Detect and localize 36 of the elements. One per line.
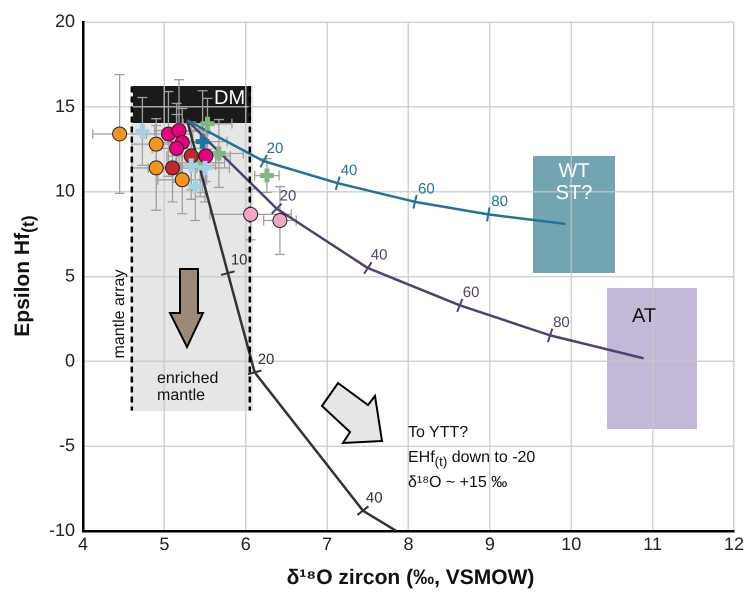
annotation: 40 (366, 489, 383, 506)
x-tick-label: 12 (724, 534, 744, 554)
annotation: DM (214, 87, 246, 110)
annotation: 80 (491, 193, 508, 210)
annotation: AT (632, 305, 656, 328)
x-tick-label: 7 (322, 534, 332, 554)
y-tick-label: 10 (54, 180, 75, 201)
annotation: 40 (370, 246, 388, 264)
x-tick-label: 10 (561, 534, 582, 554)
y-tick-label: -10 (48, 520, 75, 540)
annotation: 20 (280, 187, 296, 204)
annotation: enriched mantle (157, 370, 220, 404)
annotation: To YTT? (408, 424, 468, 442)
x-tick-label: 11 (643, 534, 662, 554)
y-tick-label: 20 (54, 10, 75, 31)
annotation: 10 (230, 252, 248, 269)
y-tick-label: 5 (64, 265, 75, 286)
annotation: 60 (418, 180, 435, 198)
x-axis-title: δ¹⁸O zircon (‰, VSMOW) (286, 566, 536, 590)
annotation: 60 (462, 284, 480, 301)
annotation: 80 (553, 314, 570, 332)
y-tick-label: 0 (64, 350, 75, 370)
annotation: 40 (340, 162, 358, 179)
y-tick-label: 15 (54, 96, 75, 116)
x-tick-label: 5 (159, 534, 170, 554)
y-tick-label: -5 (58, 435, 75, 456)
annotation: WT ST? (554, 160, 594, 204)
x-tick-label: 4 (78, 534, 88, 554)
annotation: δ¹⁸O ~ +15 ‰ (408, 474, 508, 492)
x-tick-label: 8 (403, 534, 414, 554)
annotation: mantle array (111, 268, 129, 360)
annotation: 20 (266, 140, 284, 157)
annotation: 20 (258, 351, 274, 368)
x-tick-label: 6 (240, 534, 251, 554)
annotation: EHf$_{(t)}$ down to -20 (408, 449, 536, 470)
x-tick-label: 9 (484, 534, 495, 554)
